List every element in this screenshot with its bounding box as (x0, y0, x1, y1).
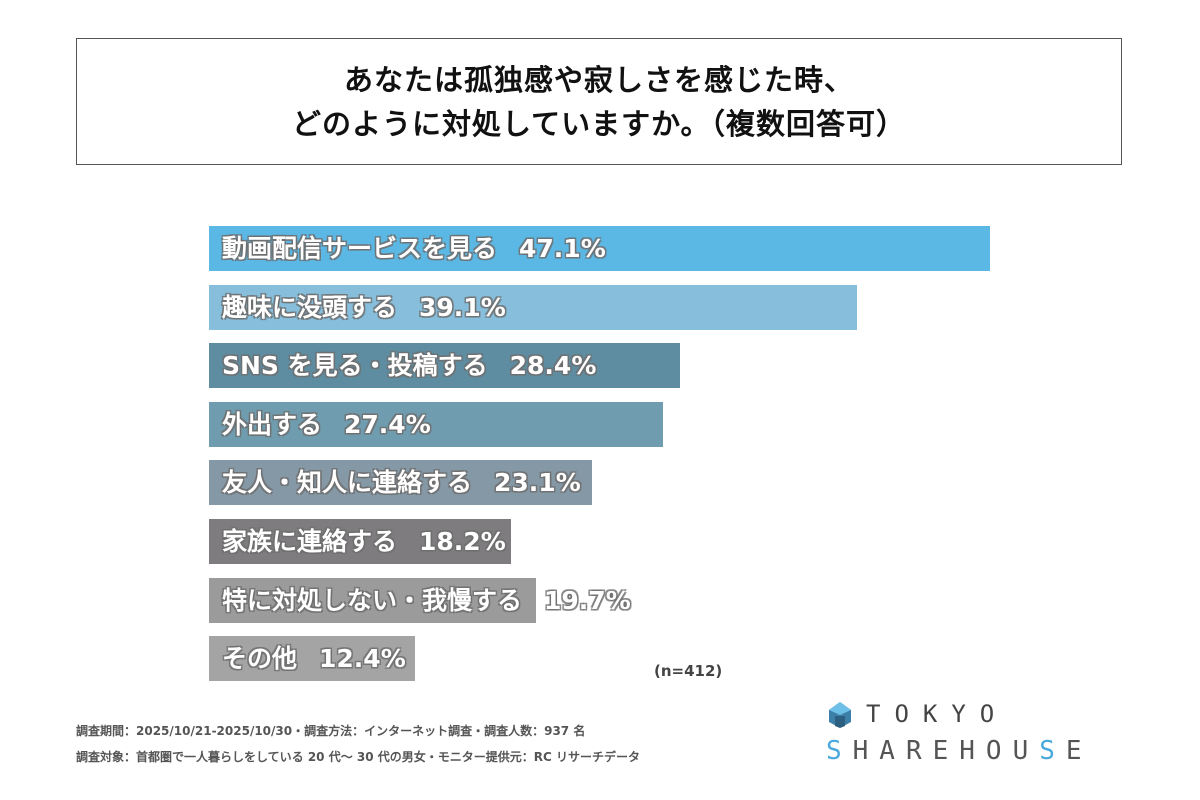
footer-survey-target: 調査対象：首都圏で一人暮らしをしている 20 代～ 30 代の男女・モニター提供… (76, 750, 640, 764)
category-label: 友人・知人に連絡する (222, 468, 473, 498)
value-label: 47.1% (519, 234, 606, 263)
logo-house-icon (829, 702, 851, 728)
footer-survey-period: 調査期間：2025/10/21-2025/10/30・調査方法：インターネット調… (76, 724, 586, 738)
category-label: SNS を見る・投稿する (222, 351, 488, 381)
category-label: 趣味に没頭する (222, 292, 398, 322)
bar (209, 284, 858, 330)
value-label: 23.1% (494, 468, 581, 498)
category-label: その他 (222, 644, 298, 674)
value-label: 19.7% (544, 585, 631, 615)
title-line-1: あなたは孤独感や寂しさを感じた時、 (343, 62, 854, 97)
logo-text-bottom: SHAREHOUSE (826, 736, 1093, 766)
bar-label: 家族に連絡する 18.2% (222, 519, 506, 564)
category-label: 動画配信サービスを見る (222, 234, 498, 263)
value-label: 18.2% (419, 527, 506, 556)
bar-label: SNS を見る・投稿する 28.4% (222, 343, 596, 388)
bar (209, 226, 990, 271)
bar-label: 趣味に没頭する 39.1% (222, 285, 506, 330)
bar-label: 友人・知人に連絡する 23.1% (222, 460, 581, 505)
bar (209, 519, 511, 564)
category-label: 家族に連絡する (222, 527, 398, 556)
value-label: 12.4% (319, 644, 406, 674)
tokyo-sharehouse-logo: TOKYO SHAREHOUSE (826, 700, 1126, 770)
bar-label: 特に対処しない・我慢する 19.7% (222, 578, 631, 623)
bar (209, 343, 680, 389)
logo-text-top: TOKYO (866, 700, 1009, 728)
bar (209, 401, 664, 447)
title-box: あなたは孤独感や寂しさを感じた時、 どのように対処していますか。（複数回答可） (76, 38, 1122, 165)
category-label: 特に対処しない・我慢する (222, 585, 523, 615)
bar (209, 460, 593, 506)
sample-size-note: (n=412) (654, 662, 723, 680)
value-label: 39.1% (419, 292, 506, 322)
category-label: 外出する (222, 409, 323, 439)
bar-label: 動画配信サービスを見る 47.1% (222, 226, 606, 271)
bar-label: 外出する 27.4% (222, 402, 431, 447)
title-line-2: どのように対処していますか。（複数回答可） (291, 106, 907, 141)
bar-label: その他 12.4% (222, 636, 406, 681)
bar (209, 577, 536, 623)
value-label: 27.4% (344, 409, 431, 439)
bar (209, 636, 415, 682)
value-label: 28.4% (509, 351, 597, 381)
